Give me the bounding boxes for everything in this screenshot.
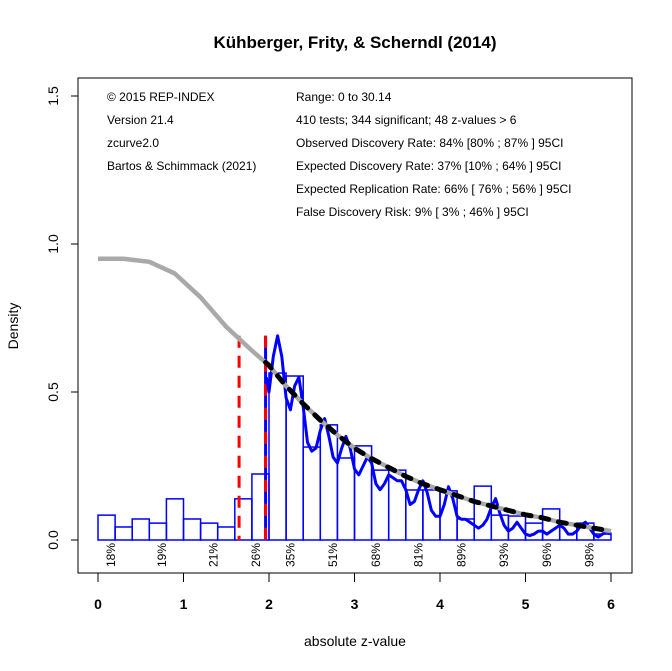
x-tick-label: 0: [94, 596, 102, 612]
info-left: © 2015 REP-INDEX Version 21.4 zcurve2.0 …: [107, 90, 256, 173]
info-right-line: 410 tests; 344 significant; 48 z-values …: [296, 113, 517, 127]
y-axis-label: Density: [5, 303, 21, 350]
info-left-line: Bartos & Schimmack (2021): [107, 159, 256, 173]
histogram-bar: [336, 457, 356, 541]
y-tick-label: 0.0: [45, 530, 61, 550]
histogram-bar: [97, 514, 116, 541]
power-label: 51%: [326, 543, 340, 567]
x-tick-label: 6: [607, 596, 615, 612]
x-tick-label: 1: [180, 596, 188, 612]
histogram-bar: [114, 526, 133, 541]
power-label: 18%: [104, 543, 118, 567]
x-tick-label: 5: [522, 596, 530, 612]
y-axis: 0.0 0.5 1.0 1.5: [45, 86, 79, 550]
info-right-line: Range: 0 to 30.14: [296, 90, 392, 104]
info-left-line: © 2015 REP-INDEX: [107, 90, 215, 104]
histogram-bar: [131, 518, 151, 541]
y-tick-label: 1.0: [45, 234, 61, 254]
x-axis-label: absolute z-value: [304, 633, 406, 649]
power-label: 89%: [454, 543, 468, 567]
histogram-bar: [473, 485, 493, 541]
histogram-bar: [199, 522, 219, 541]
chart-title: Kühberger, Frity, & Scherndl (2014): [213, 33, 496, 52]
histogram-bar: [182, 518, 202, 541]
density-curve: [264, 334, 612, 539]
power-labels: 18% 19% 21% 26% 35% 51% 68% 81% 89% 93% 96% 98%: [104, 543, 597, 567]
x-tick-label: 2: [265, 596, 273, 612]
info-right-line: Expected Discovery Rate: 37% [10% ; 64% …: [296, 159, 561, 173]
histogram-bar: [165, 498, 185, 541]
histogram-bar: [439, 490, 458, 541]
x-axis: 0 1 2 3 4 5 6: [94, 572, 615, 612]
power-label: 26%: [249, 543, 263, 567]
histogram-bar: [302, 446, 322, 541]
power-label: 21%: [206, 543, 220, 567]
power-label: 81%: [412, 543, 426, 567]
threshold-lines: [237, 335, 268, 540]
x-tick-label: 3: [351, 596, 359, 612]
info-left-line: zcurve2.0: [107, 136, 159, 150]
power-label: 93%: [497, 543, 511, 567]
histogram-bar: [148, 522, 168, 541]
info-right-line: Observed Discovery Rate: 84% [80% ; 87% …: [296, 136, 563, 150]
power-label: 19%: [155, 543, 169, 567]
power-label: 68%: [369, 543, 383, 567]
power-label: 98%: [583, 543, 597, 567]
y-tick-label: 1.5: [45, 86, 61, 106]
x-tick-label: 4: [436, 596, 444, 612]
curves: [98, 256, 614, 539]
histogram-bar: [268, 372, 287, 541]
histogram-bar: [216, 526, 236, 541]
info-right: Range: 0 to 30.14 410 tests; 344 signifi…: [296, 90, 572, 219]
histogram-bar: [541, 508, 561, 541]
info-right-line: Expected Replication Rate: 66% [ 76% ; 5…: [296, 182, 572, 196]
power-label: 96%: [540, 543, 554, 567]
info-right-line: False Discovery Risk: 9% [ 3% ; 46% ] 95…: [296, 205, 529, 219]
y-tick-label: 0.5: [45, 382, 61, 402]
histogram-bar: [234, 498, 253, 541]
power-label: 35%: [283, 543, 297, 567]
info-left-line: Version 21.4: [107, 113, 174, 127]
